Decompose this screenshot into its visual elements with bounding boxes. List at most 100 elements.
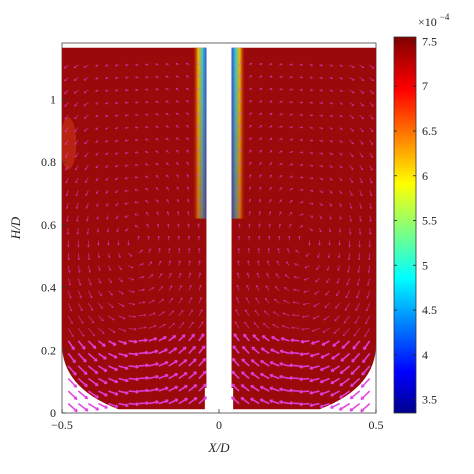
colorbar-tick-label: 6.5 <box>422 124 437 138</box>
vector-arrow <box>148 312 156 317</box>
colorbar-tick-label: 4.5 <box>422 303 437 317</box>
vector-arrow <box>238 161 242 166</box>
vector-arrow <box>158 323 166 329</box>
vector-arrow <box>135 76 139 79</box>
vector-arrow <box>105 114 109 117</box>
vector-arrow <box>248 174 252 179</box>
vector-arrow <box>339 102 343 105</box>
vector-arrow <box>134 201 139 204</box>
vector-arrow <box>178 384 188 392</box>
vector-arrow <box>175 63 180 66</box>
vector-arrow <box>355 303 361 312</box>
vector-arrow <box>115 64 119 67</box>
vector-arrow <box>268 137 273 141</box>
vector-arrow <box>324 302 330 308</box>
vector-arrow <box>329 89 333 92</box>
vector-arrow <box>84 127 89 132</box>
vector-arrow <box>198 297 203 304</box>
vector-arrow <box>198 272 202 279</box>
vector-arrow <box>178 334 186 342</box>
vector-arrow <box>350 365 361 376</box>
vector-arrow <box>65 190 69 197</box>
vector-arrow <box>186 137 190 141</box>
vector-arrow <box>176 137 180 141</box>
vector-arrow <box>328 240 331 246</box>
vector-arrow <box>178 309 184 317</box>
vector-arrow <box>124 189 129 193</box>
vector-arrow <box>134 176 139 179</box>
vector-arrow <box>67 340 75 351</box>
colorbar-tick-label: 5.5 <box>422 214 437 228</box>
vector-arrow <box>65 165 69 171</box>
vector-arrow <box>138 363 149 368</box>
vector-arrow <box>319 101 323 105</box>
vector-arrow <box>178 372 188 380</box>
vector-arrow <box>168 372 179 380</box>
vector-arrow <box>359 114 364 120</box>
vector-arrow <box>74 139 79 145</box>
vector-arrow <box>309 377 320 383</box>
vector-arrow <box>319 114 323 117</box>
vector-arrow <box>253 322 260 329</box>
vector-arrow <box>279 362 290 367</box>
slot-edge-right <box>231 47 246 219</box>
vector-arrow <box>118 265 122 271</box>
vector-arrow <box>367 265 371 273</box>
vector-arrow <box>198 357 207 367</box>
vector-arrow <box>134 163 139 167</box>
vector-arrow <box>85 202 89 209</box>
vector-arrow <box>340 352 351 362</box>
vector-arrow <box>250 384 260 392</box>
vector-arrow <box>368 227 372 235</box>
vector-arrow <box>302 315 310 318</box>
vector-arrow <box>269 88 273 91</box>
vector-arrow <box>124 164 129 167</box>
vector-arrow <box>329 202 333 207</box>
vector-arrow <box>75 202 79 209</box>
vector-arrow <box>337 253 341 259</box>
vector-arrow <box>138 313 146 317</box>
vector-arrow <box>260 360 270 367</box>
vector-arrow <box>107 252 111 259</box>
vector-arrow <box>345 290 350 299</box>
vector-arrow <box>349 77 355 81</box>
vector-arrow <box>350 377 361 388</box>
vector-arrow <box>135 101 139 104</box>
vector-arrow <box>145 175 149 179</box>
vector-arrow <box>349 215 352 222</box>
vector-arrow <box>323 315 330 321</box>
vector-arrow <box>339 365 351 375</box>
vector-arrow <box>329 190 333 194</box>
vector-arrow <box>244 321 250 329</box>
vector-arrow <box>232 345 240 354</box>
vector-arrow <box>198 345 206 354</box>
vector-arrow <box>234 321 240 329</box>
vector-arrow <box>158 348 168 355</box>
vector-arrow <box>339 139 343 143</box>
vector-arrow <box>185 75 190 78</box>
vector-arrow <box>312 315 320 320</box>
vector-arrow <box>116 227 119 233</box>
vector-arrow <box>347 265 351 273</box>
vector-arrow <box>238 75 242 78</box>
vector-arrow <box>73 77 79 81</box>
vector-arrow <box>148 349 159 355</box>
vector-arrow <box>67 265 71 273</box>
vector-arrow <box>289 100 293 104</box>
vector-arrow <box>248 137 252 141</box>
vector-arrow <box>240 384 250 392</box>
vector-arrow <box>299 138 303 142</box>
vector-arrow <box>125 114 129 117</box>
vector-arrow <box>360 402 371 413</box>
vector-arrow <box>83 77 89 81</box>
vector-arrow <box>319 139 323 143</box>
vector-arrow <box>148 261 153 266</box>
vector-arrow <box>329 127 333 130</box>
vector-arrow <box>138 275 145 279</box>
vector-arrow <box>64 102 69 107</box>
vector-arrow <box>147 235 150 241</box>
vector-arrow <box>158 298 164 304</box>
vector-arrow <box>359 89 365 94</box>
vector-arrow <box>241 358 250 367</box>
vector-arrow <box>128 389 139 394</box>
